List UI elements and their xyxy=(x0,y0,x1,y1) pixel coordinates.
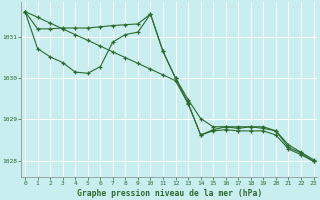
X-axis label: Graphe pression niveau de la mer (hPa): Graphe pression niveau de la mer (hPa) xyxy=(77,189,262,198)
